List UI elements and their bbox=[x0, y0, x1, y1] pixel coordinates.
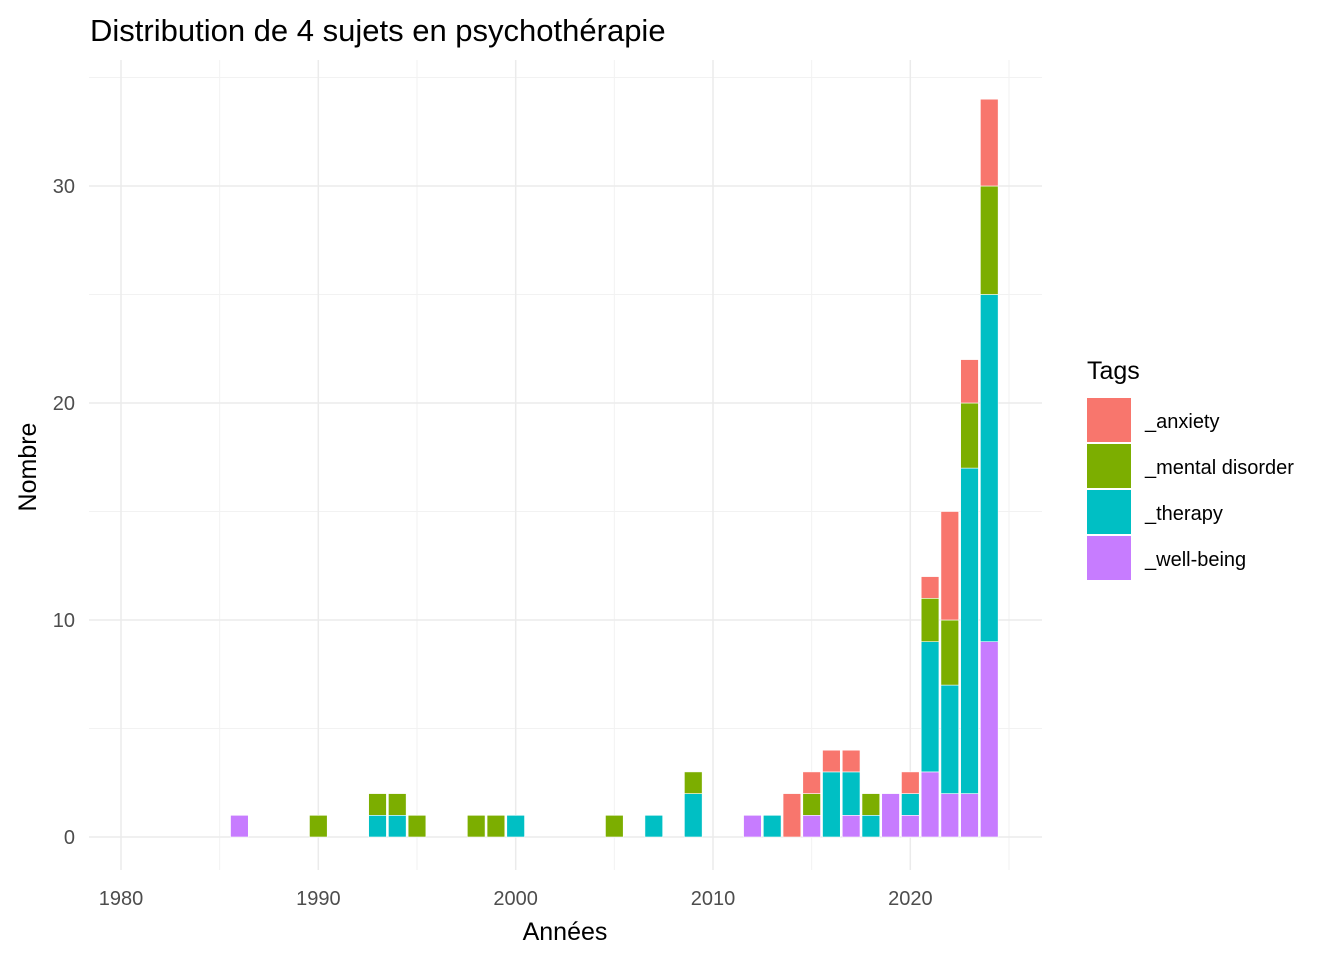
y-tick-label: 20 bbox=[53, 393, 75, 415]
bar-segment bbox=[960, 359, 979, 404]
minor-gridlines bbox=[89, 60, 1042, 870]
bar-segment bbox=[901, 814, 920, 838]
bar-segment bbox=[388, 793, 407, 816]
bar-segment bbox=[960, 467, 979, 794]
bar-segment bbox=[822, 749, 841, 773]
bar-segment bbox=[802, 771, 821, 794]
bar-segment bbox=[486, 814, 506, 838]
y-tick-label: 10 bbox=[53, 610, 75, 632]
y-tick-labels: 0 10 20 30 bbox=[53, 176, 75, 849]
bar-segment bbox=[684, 771, 703, 794]
bar-segment bbox=[940, 684, 959, 794]
y-tick-label: 30 bbox=[53, 176, 75, 198]
bar-segment bbox=[506, 814, 525, 838]
legend: Tags _anxiety _mental disorder _therapy _we… bbox=[1087, 357, 1294, 580]
x-tick-label: 1990 bbox=[296, 888, 341, 910]
bar-segment bbox=[743, 814, 762, 838]
bar-segment bbox=[309, 814, 328, 838]
bar-segment bbox=[901, 771, 920, 794]
bar-segment bbox=[940, 511, 959, 621]
x-tick-labels: 1980 1990 2000 2010 2020 bbox=[99, 888, 933, 910]
legend-items: _anxiety _mental disorder _therapy _well-be… bbox=[1087, 398, 1294, 580]
bar-segment bbox=[802, 814, 821, 838]
bar-segment bbox=[230, 814, 249, 838]
bar-segment bbox=[861, 814, 881, 838]
chart-title: Distribution de 4 sujets en psychothérap… bbox=[90, 13, 666, 48]
legend-label: _anxiety bbox=[1144, 411, 1220, 433]
bar-segment bbox=[407, 814, 427, 838]
bar-segment bbox=[841, 771, 861, 816]
legend-swatch bbox=[1087, 398, 1131, 442]
bar-segment bbox=[980, 185, 999, 295]
y-tick-label: 0 bbox=[64, 827, 75, 849]
bar-segment bbox=[822, 771, 841, 838]
bar-segment bbox=[861, 793, 881, 816]
bar-segment bbox=[763, 814, 782, 838]
x-tick-label: 2000 bbox=[493, 888, 538, 910]
x-tick-label: 1980 bbox=[99, 888, 144, 910]
legend-label: _mental disorder bbox=[1144, 457, 1294, 479]
legend-swatch bbox=[1087, 490, 1131, 534]
bar-segment bbox=[368, 793, 387, 816]
bar-segment bbox=[940, 619, 959, 686]
bar-segment bbox=[980, 98, 999, 187]
bar-segment bbox=[901, 793, 920, 816]
bars bbox=[230, 98, 999, 838]
major-gridlines bbox=[89, 60, 1042, 870]
legend-title: Tags bbox=[1087, 357, 1140, 385]
y-axis-title: Nombre bbox=[14, 423, 42, 512]
bar-segment bbox=[467, 814, 486, 838]
bar-segment bbox=[920, 576, 940, 599]
legend-swatch bbox=[1087, 444, 1131, 488]
bar-segment bbox=[841, 749, 861, 773]
bar-segment bbox=[960, 402, 979, 469]
bar-segment bbox=[940, 793, 959, 838]
legend-label: _therapy bbox=[1144, 503, 1223, 525]
bar-segment bbox=[684, 793, 703, 838]
bar-segment bbox=[881, 793, 900, 838]
bar-segment bbox=[841, 814, 861, 838]
x-tick-label: 2010 bbox=[691, 888, 736, 910]
bar-segment bbox=[960, 793, 979, 838]
bar-segment bbox=[605, 814, 624, 838]
bar-segment bbox=[920, 771, 940, 838]
bar-segment bbox=[980, 294, 999, 643]
bar-segment bbox=[782, 793, 802, 838]
bar-segment bbox=[980, 641, 999, 838]
bar-segment bbox=[388, 814, 407, 838]
legend-swatch bbox=[1087, 536, 1131, 580]
bar-segment bbox=[802, 793, 821, 816]
bar-segment bbox=[368, 814, 387, 838]
bar-segment bbox=[920, 597, 940, 642]
bar-segment bbox=[920, 641, 940, 773]
x-tick-label: 2020 bbox=[888, 888, 933, 910]
bar-segment bbox=[644, 814, 663, 838]
x-axis-title: Années bbox=[523, 918, 608, 946]
legend-label: _well-being bbox=[1144, 549, 1246, 571]
